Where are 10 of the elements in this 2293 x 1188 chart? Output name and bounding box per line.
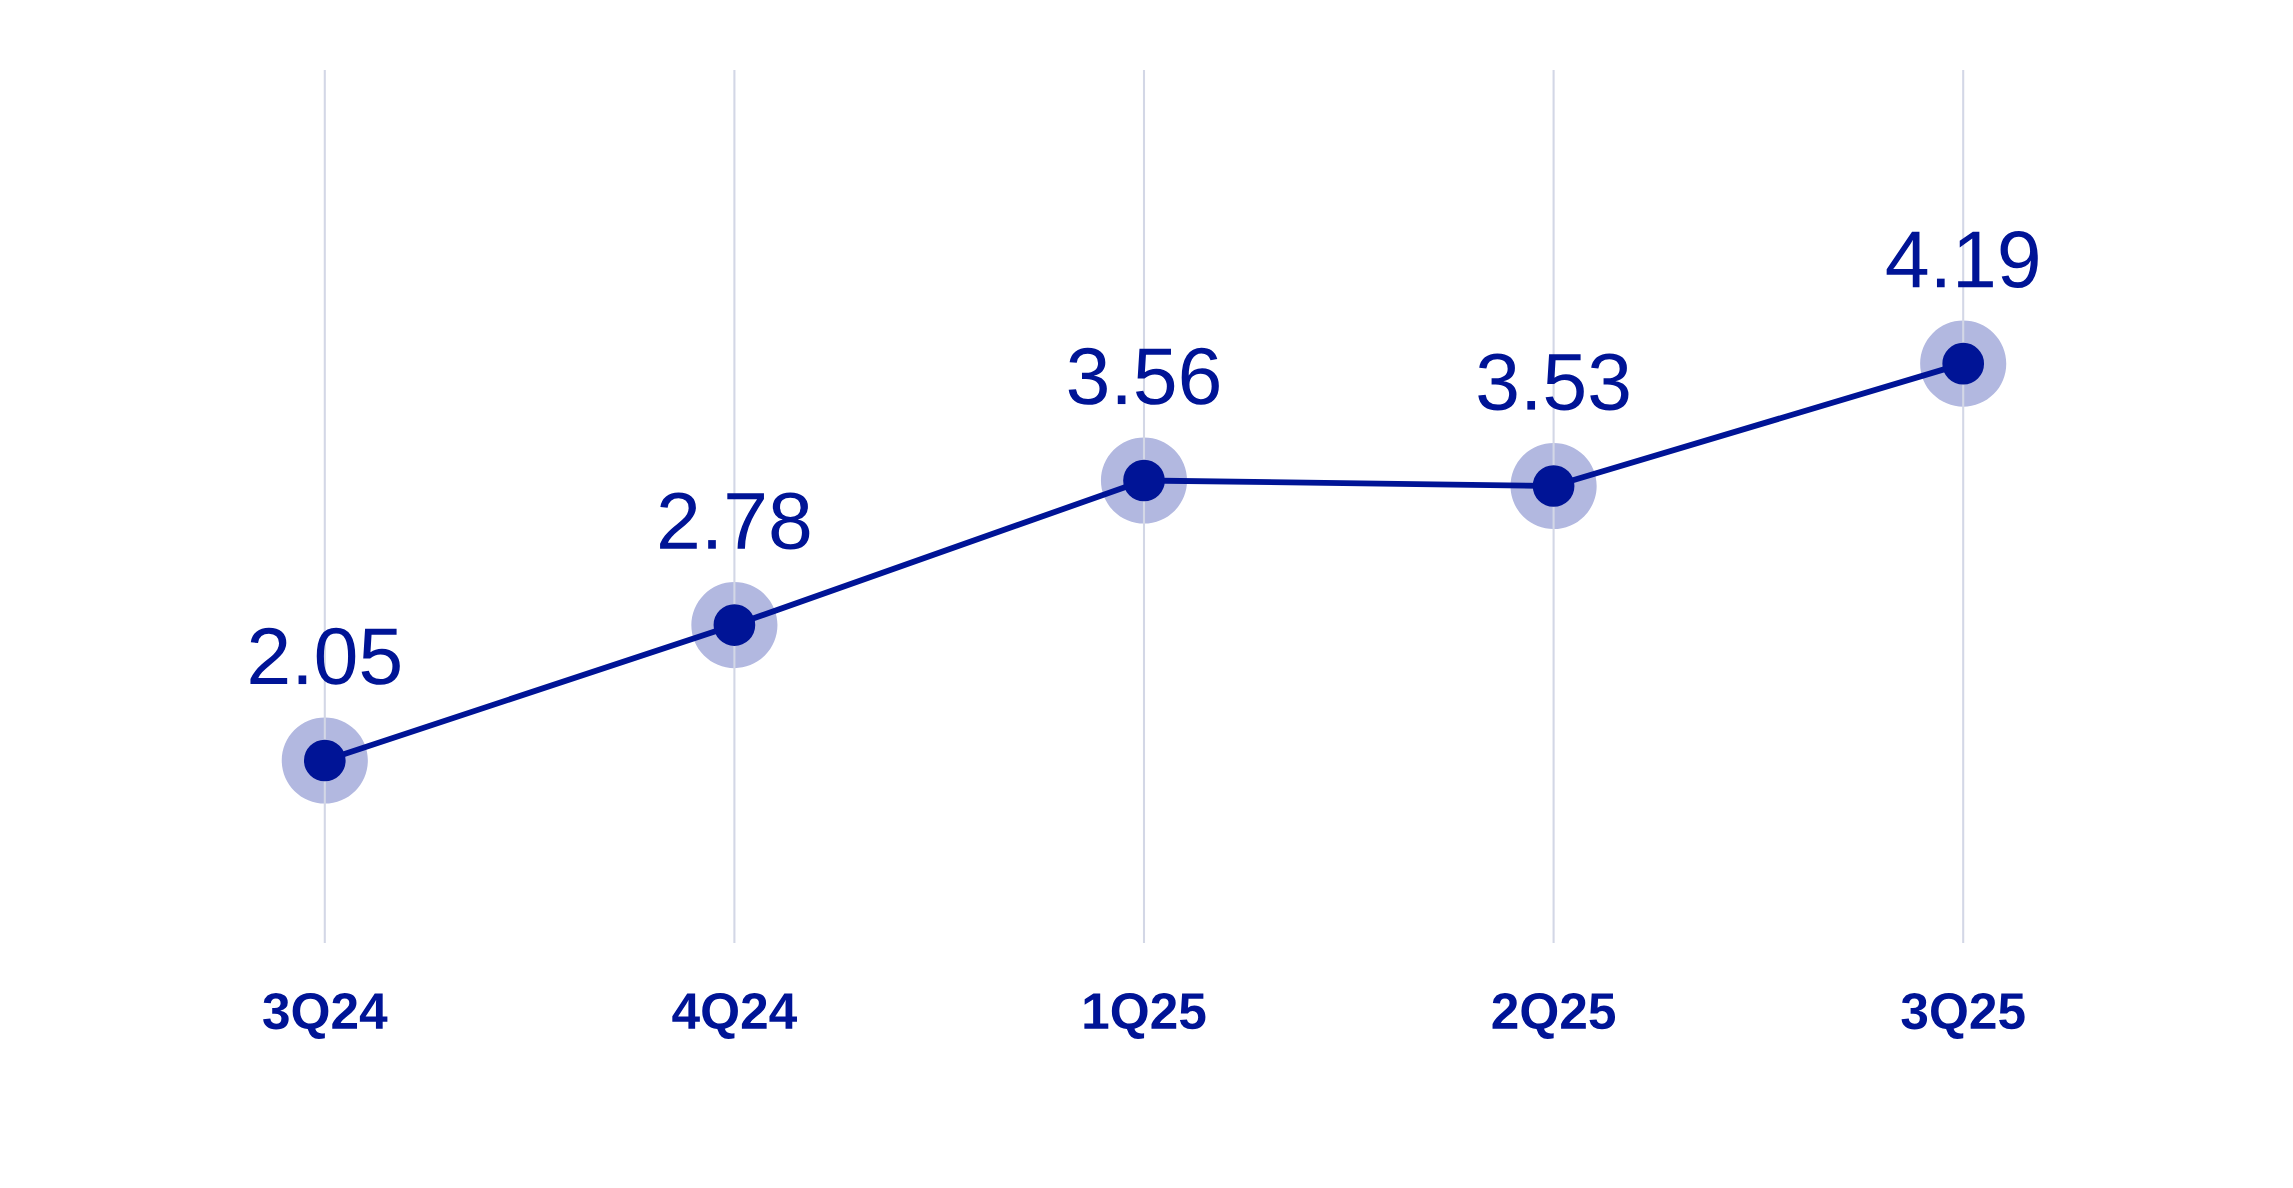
x-tick-label: 4Q24 [672, 992, 797, 1039]
x-tick-label: 2Q25 [1492, 992, 1616, 1039]
data-label: 3.53 [1478, 353, 1629, 411]
data-label: 2.78 [660, 492, 810, 550]
data-label: 2.05 [250, 627, 400, 685]
data-label: 3.56 [1068, 347, 1219, 405]
x-tick-label: 3Q24 [263, 992, 388, 1039]
data-label: 4.19 [1886, 231, 2038, 289]
x-tick-label: 3Q25 [1901, 992, 2025, 1039]
x-tick-label: 1Q25 [1084, 992, 1206, 1039]
